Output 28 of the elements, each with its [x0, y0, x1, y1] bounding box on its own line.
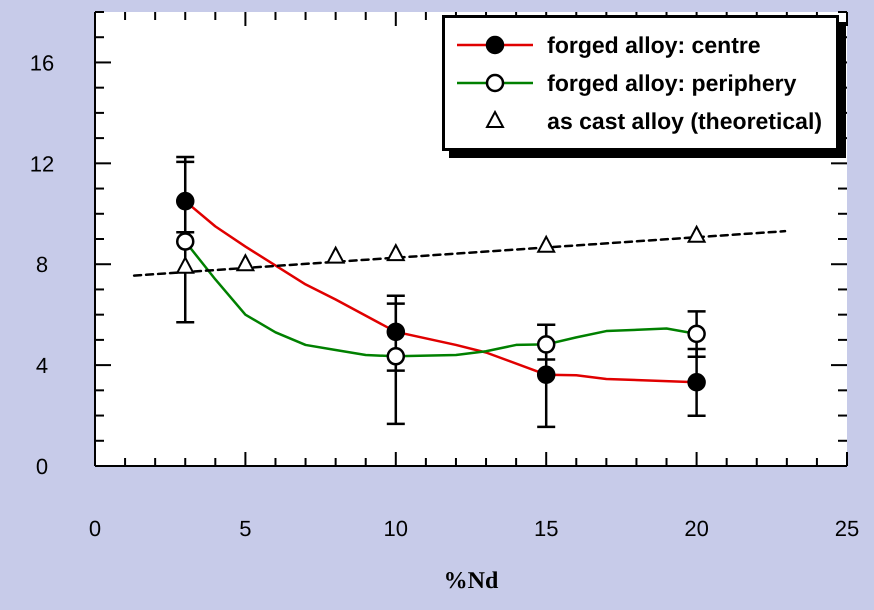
point — [236, 254, 254, 272]
legend-label: forged alloy: periphery — [547, 70, 796, 96]
point — [326, 246, 345, 264]
point — [687, 373, 706, 392]
y-tick-label: 4 — [36, 353, 48, 378]
y-tick-label: 8 — [36, 252, 48, 278]
y-tick-label: 12 — [30, 151, 54, 176]
x-tick-label: 20 — [684, 516, 709, 541]
x-tick-label: 10 — [384, 516, 408, 541]
point — [176, 232, 194, 251]
point — [536, 365, 556, 384]
x-tick-label: 0 — [88, 516, 102, 541]
point — [687, 324, 706, 344]
point — [386, 244, 405, 262]
legend-label: forged alloy: centre — [547, 32, 761, 58]
point — [536, 335, 556, 354]
legend-label: as cast alloy (theoretical) — [547, 108, 822, 134]
x-tick-label: 25 — [834, 516, 860, 541]
point — [537, 236, 556, 253]
y-tick-label: 16 — [30, 50, 54, 76]
point — [386, 347, 406, 366]
point — [386, 322, 406, 342]
point — [688, 226, 706, 243]
x-tick-label: 15 — [534, 516, 558, 541]
x-tick-label: 5 — [239, 516, 252, 541]
x-axis-title: %Nd — [444, 568, 499, 594]
point — [176, 256, 194, 274]
y-tick-label: 0 — [36, 454, 48, 479]
